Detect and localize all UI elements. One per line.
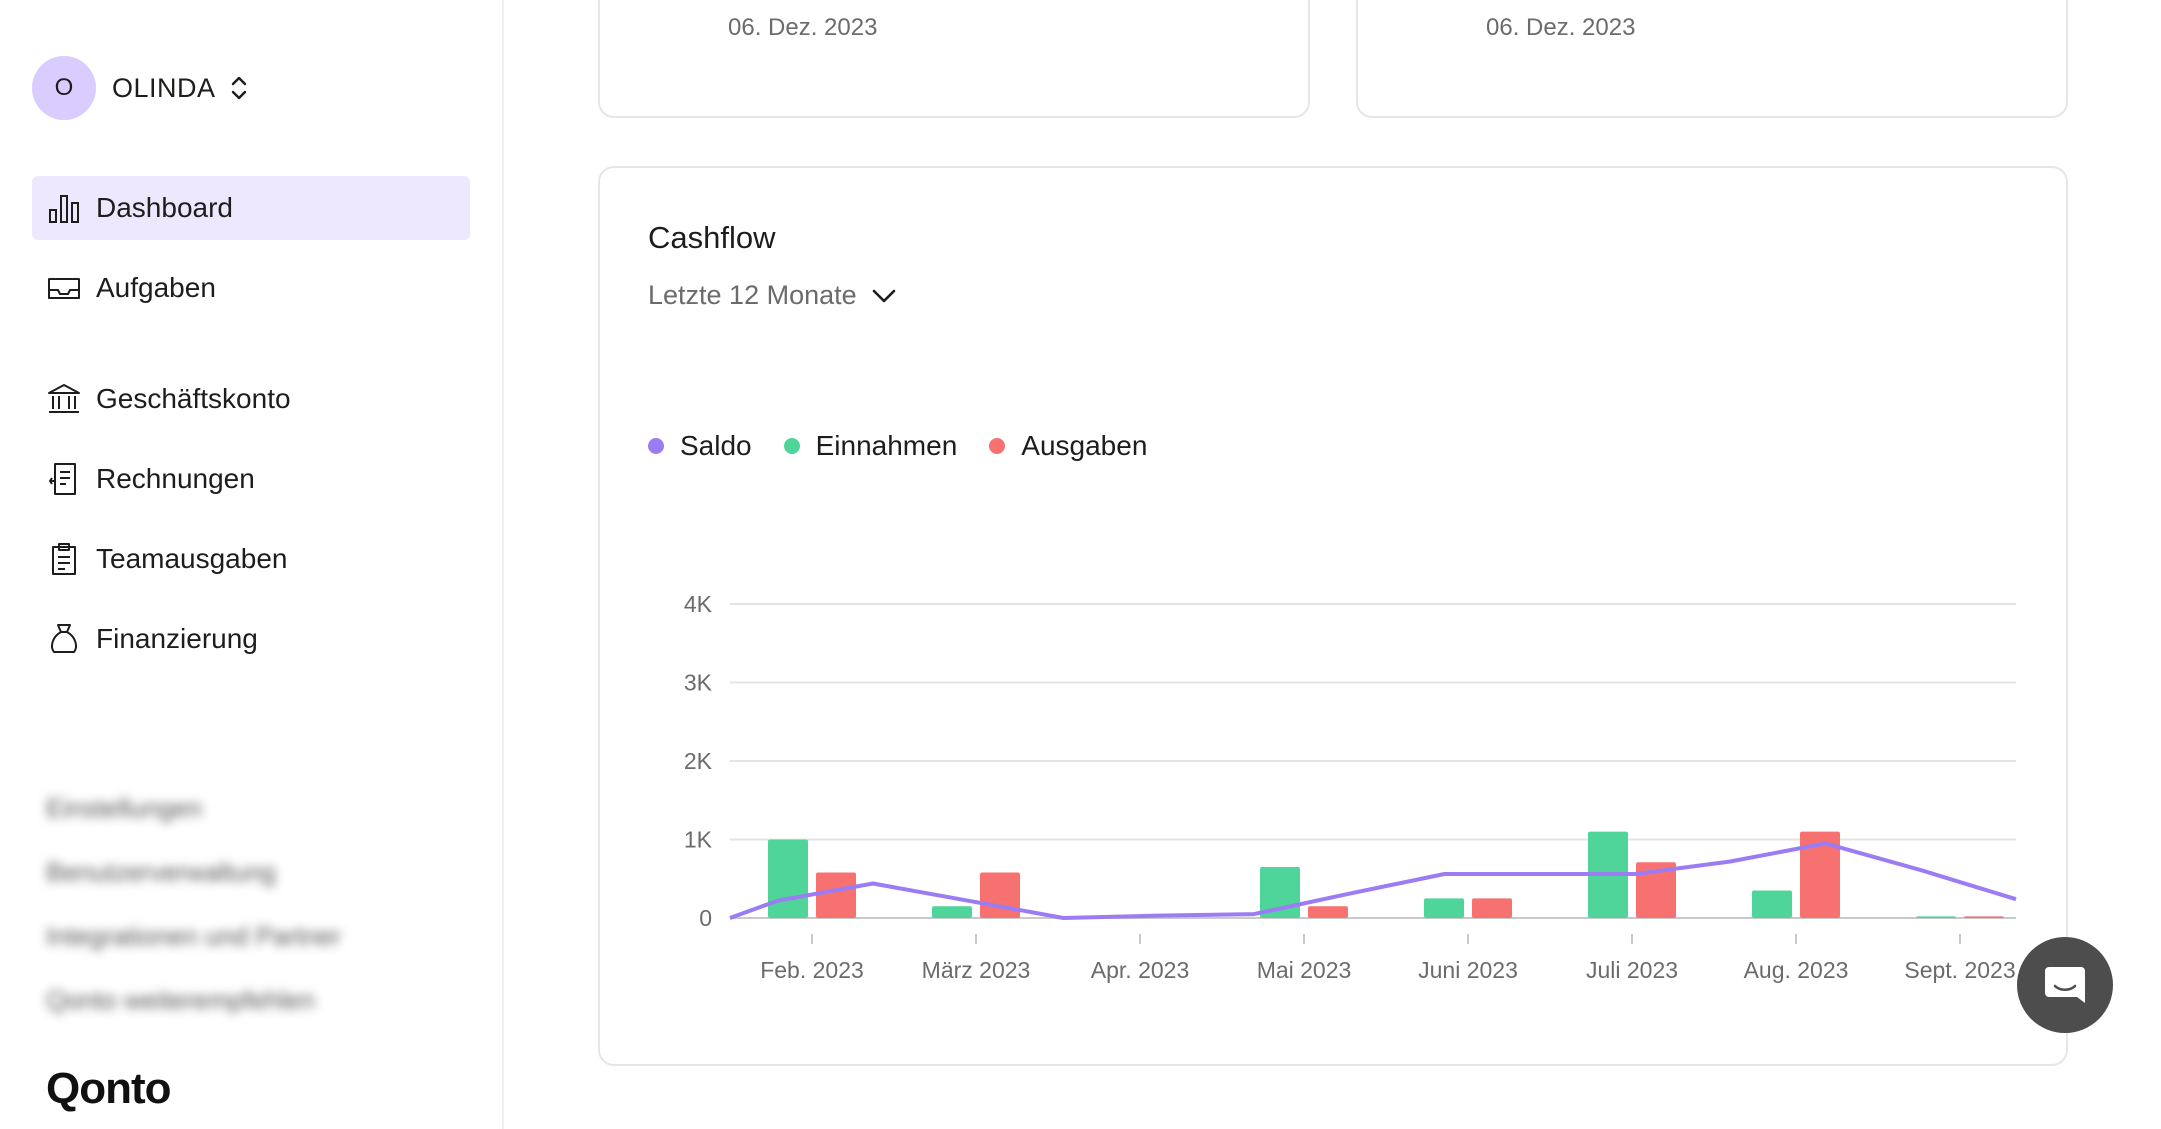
chart-legend: Saldo Einnahmen Ausgaben	[648, 430, 1179, 462]
chat-icon	[2045, 967, 2085, 1003]
chat-button[interactable]	[2017, 937, 2113, 1033]
legend-dot	[648, 438, 664, 454]
expense-bar	[1800, 831, 1840, 918]
bank-icon	[46, 381, 82, 417]
x-tick-label: Juni 2023	[1418, 957, 1518, 983]
y-tick-label: 1K	[684, 827, 713, 853]
period-label: Letzte 12 Monate	[648, 280, 857, 310]
expense-bar	[1964, 916, 2004, 918]
x-tick-label: Sept. 2023	[1904, 957, 2015, 983]
x-tick-label: Feb. 2023	[760, 957, 864, 983]
legend-dot	[989, 438, 1006, 454]
summary-card: 06. Dez. 2023	[598, 0, 1310, 118]
x-tick-label: Aug. 2023	[1744, 957, 1849, 983]
sidebar-item-label: Teamausgaben	[96, 543, 288, 574]
income-bar	[1916, 916, 1956, 918]
legend-label: Ausgaben	[1021, 430, 1148, 461]
card-date: 06. Dez. 2023	[728, 14, 878, 41]
expense-bar	[1308, 906, 1348, 918]
avatar: O	[32, 56, 96, 120]
secondary-links: Einstellungen Benutzerverwaltung Integra…	[46, 788, 341, 1044]
legend-item-saldo: Saldo	[648, 430, 752, 462]
income-bar	[932, 906, 972, 918]
invoice-icon	[46, 461, 82, 497]
expense-bar	[1472, 898, 1512, 918]
qonto-logo: Qonto	[46, 1064, 172, 1113]
summary-card: 06. Dez. 2023	[1356, 0, 2068, 118]
legend-item-ausgaben: Ausgaben	[989, 430, 1147, 462]
y-tick-label: 4K	[684, 591, 713, 617]
sidebar-item-label: Dashboard	[96, 192, 233, 223]
chevron-up-down-icon	[231, 76, 246, 100]
cashflow-title: Cashflow	[648, 220, 776, 255]
y-tick-label: 2K	[684, 748, 713, 774]
clipboard-icon	[46, 541, 82, 577]
sidebar-item-label: Geschäftskonto	[96, 383, 291, 414]
x-tick-label: März 2023	[922, 957, 1031, 983]
legend-label: Einnahmen	[815, 430, 958, 461]
sidebar-item-team-expenses[interactable]: Teamausgaben	[32, 527, 470, 591]
referral-link[interactable]: Qonto weiterempfehlen	[46, 985, 315, 1015]
bar-chart-icon	[46, 190, 82, 226]
user-management-link[interactable]: Benutzerverwaltung	[46, 857, 276, 887]
income-bar	[1752, 890, 1792, 918]
sidebar-item-dashboard[interactable]: Dashboard	[32, 176, 470, 240]
organization-name: OLINDA	[112, 72, 216, 103]
sidebar-item-label: Aufgaben	[96, 272, 216, 303]
sidebar-item-tasks[interactable]: Aufgaben	[32, 256, 470, 320]
settings-link[interactable]: Einstellungen	[46, 793, 203, 823]
x-tick-label: Juli 2023	[1586, 957, 1678, 983]
card-date: 06. Dez. 2023	[1486, 14, 1636, 41]
expense-bar	[980, 872, 1020, 918]
x-tick-label: Apr. 2023	[1091, 957, 1189, 983]
sidebar-item-label: Rechnungen	[96, 463, 255, 494]
sidebar-item-financing[interactable]: Finanzierung	[32, 607, 470, 671]
sidebar-item-business-account[interactable]: Geschäftskonto	[32, 367, 470, 431]
chevron-down-icon	[872, 289, 895, 302]
x-tick-label: Mai 2023	[1257, 957, 1352, 983]
income-bar	[768, 839, 808, 918]
y-tick-label: 3K	[684, 670, 713, 696]
cashflow-card: Cashflow Letzte 12 Monate Saldo Einnahme…	[598, 166, 2068, 1066]
period-dropdown[interactable]: Letzte 12 Monate	[648, 280, 897, 311]
expense-bar	[816, 872, 856, 918]
sidebar-item-label: Finanzierung	[96, 623, 258, 654]
sidebar-item-invoices[interactable]: Rechnungen	[32, 447, 470, 511]
cashflow-chart: 0 1K 2K 3K 4K Feb. 2023 März 2023 Apr. 2023 Mai …	[684, 591, 2017, 983]
integrations-link[interactable]: Integrationen und Partner	[46, 921, 341, 951]
money-bag-icon	[46, 621, 82, 657]
saldo-line	[729, 841, 2017, 920]
expense-bar	[1636, 862, 1676, 918]
inbox-icon	[46, 270, 82, 306]
income-bar	[1424, 898, 1464, 918]
y-tick-label: 0	[699, 905, 712, 931]
sidebar: O OLINDA Dashboard Aufgaben Geschäftskon…	[0, 0, 504, 1129]
organization-switcher[interactable]: O OLINDA	[32, 56, 248, 120]
legend-dot	[783, 438, 800, 454]
legend-label: Saldo	[680, 430, 752, 461]
legend-item-einnahmen: Einnahmen	[783, 430, 958, 462]
